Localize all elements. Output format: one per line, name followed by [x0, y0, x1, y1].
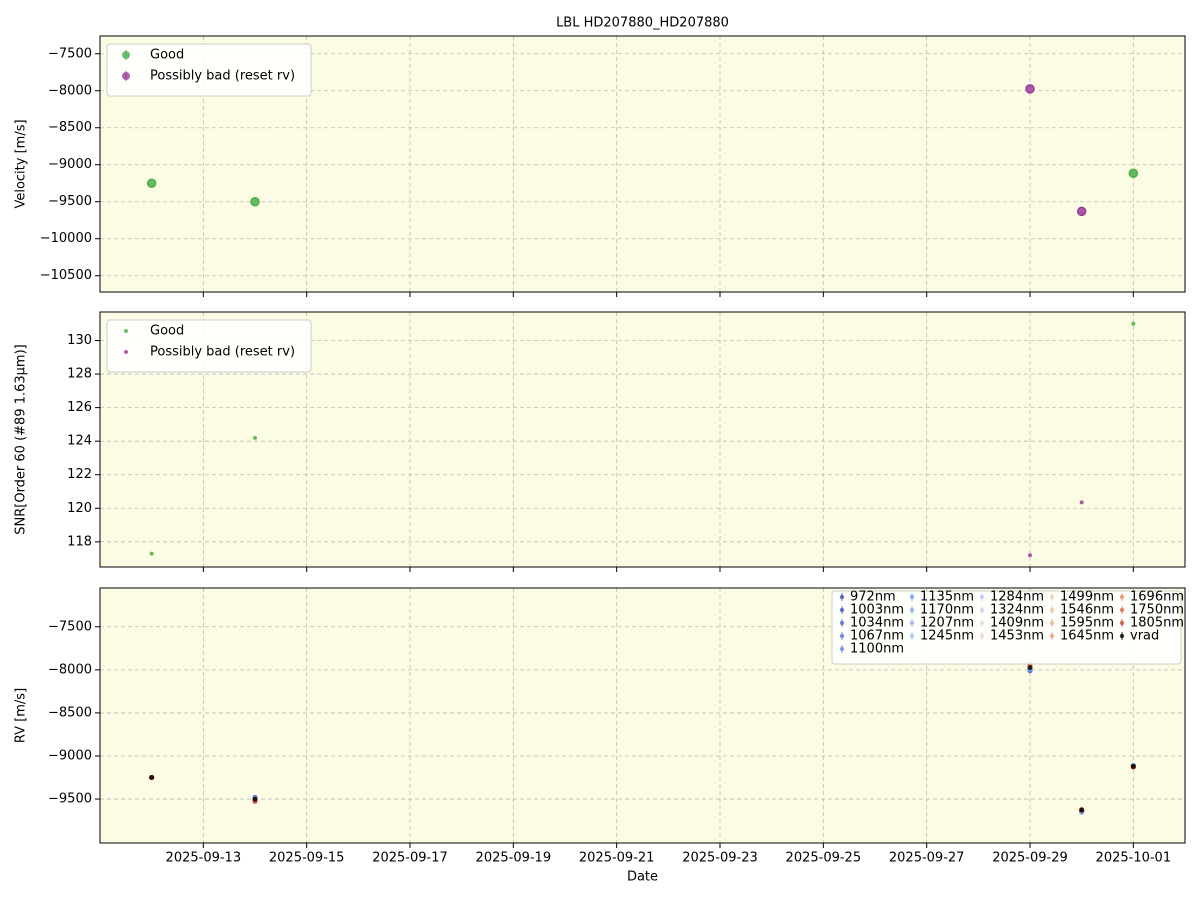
- y-tick-label: 120: [67, 501, 92, 516]
- data-point: [252, 796, 258, 802]
- legend-label: 1595nm: [1060, 616, 1114, 631]
- x-axis-label: Date: [627, 870, 658, 885]
- legend-label: Possibly bad (reset rv): [150, 345, 295, 360]
- data-point: [1131, 321, 1136, 326]
- y-tick-label: −8000: [48, 662, 92, 677]
- legend-label: 1245nm: [920, 629, 974, 644]
- x-tick-label: 2025-09-19: [476, 851, 552, 866]
- legend-label: 1805nm: [1130, 616, 1184, 631]
- x-tick-label: 2025-09-17: [372, 851, 448, 866]
- legend: Good Possibly bad (reset rv): [106, 319, 312, 373]
- data-point: [149, 551, 154, 556]
- legend-label: 1170nm: [920, 603, 974, 618]
- legend-label: 1546nm: [1060, 603, 1114, 618]
- x-tick-label: 2025-09-25: [786, 851, 862, 866]
- data-point: [1128, 168, 1139, 178]
- legend-label: Possibly bad (reset rv): [150, 69, 295, 84]
- data-point: [1079, 500, 1084, 505]
- data-point: [149, 775, 155, 781]
- y-tick-label: 122: [67, 467, 92, 482]
- legend-label: 1645nm: [1060, 629, 1114, 644]
- legend-label: 1409nm: [990, 616, 1044, 631]
- data-point: [1076, 206, 1087, 217]
- legend-label: 1135nm: [920, 590, 974, 605]
- data-point: [1130, 763, 1136, 769]
- x-tick-label: 2025-09-29: [992, 851, 1068, 866]
- legend-label: 1003nm: [850, 603, 904, 618]
- x-tick-label: 2025-09-23: [682, 851, 758, 866]
- plot-frame: [99, 311, 1186, 568]
- data-point: [1025, 84, 1035, 94]
- legend-label: 1100nm: [850, 642, 904, 657]
- x-tick-label: 2025-09-27: [889, 851, 965, 866]
- y-tick-label: −9500: [48, 194, 92, 209]
- y-tick-label: −9000: [48, 748, 92, 763]
- legend-label: vrad: [1130, 629, 1159, 644]
- data-point: [1027, 665, 1033, 671]
- data-point: [1079, 807, 1085, 813]
- y-tick-label: −10500: [40, 268, 92, 283]
- y-tick-label: −8500: [48, 120, 92, 135]
- y-tick-label: 126: [67, 400, 92, 415]
- y-axis-label: SNR[Order 60 (#89 1.63μm)]: [14, 344, 29, 535]
- legend-label: 1067nm: [850, 629, 904, 644]
- x-tick-label: 2025-09-15: [269, 851, 345, 866]
- legend-label: 1034nm: [850, 616, 904, 631]
- y-axis-label: Velocity [m/s]: [14, 119, 29, 208]
- y-tick-label: −8000: [48, 83, 92, 98]
- legend: Good Possibly bad (reset rv): [106, 43, 312, 97]
- panel: 118 120 122 124 126 128 130 SNR[Order 60 (#89 1…: [14, 311, 1186, 572]
- legend-box: [106, 43, 312, 97]
- legend-label: 1284nm: [990, 590, 1044, 605]
- legend-marker: [124, 329, 128, 333]
- legend-label: 972nm: [850, 590, 896, 605]
- data-point: [1028, 553, 1032, 558]
- legend-box: [831, 590, 1182, 665]
- plot-frame: [99, 35, 1186, 293]
- y-tick-label: −10000: [40, 231, 92, 246]
- y-tick-label: 130: [67, 333, 92, 348]
- y-axis-label: RV [m/s]: [14, 688, 29, 743]
- legend-label: 1696nm: [1130, 590, 1184, 605]
- y-tick-label: −9000: [48, 157, 92, 172]
- panel: LBL HD207880_HD207880 −10500 −10000 −9500 −9…: [14, 16, 1186, 297]
- data-point: [250, 196, 260, 207]
- legend-label: 1750nm: [1130, 603, 1184, 618]
- legend-label: 1499nm: [1060, 590, 1114, 605]
- x-tick-label: 2025-10-01: [1096, 851, 1172, 866]
- panel: 2025-09-13 2025-09-15 2025-09-17 2025-09-19…: [14, 587, 1186, 885]
- legend-label: 1324nm: [990, 603, 1044, 618]
- chart-title: LBL HD207880_HD207880: [556, 16, 729, 31]
- y-tick-label: −7500: [48, 619, 92, 634]
- data-point: [253, 435, 257, 440]
- y-tick-label: −8500: [48, 705, 92, 720]
- legend-label: 1453nm: [990, 629, 1044, 644]
- y-tick-label: 118: [67, 534, 92, 549]
- y-tick-label: 124: [67, 434, 92, 449]
- legend-label: 1207nm: [920, 616, 974, 631]
- legend-box: [106, 319, 312, 373]
- x-tick-label: 2025-09-21: [579, 851, 655, 866]
- data-point: [146, 178, 157, 188]
- legend-label: Good: [150, 324, 184, 339]
- x-tick-label: 2025-09-13: [166, 851, 242, 866]
- legend-marker: [124, 350, 128, 354]
- y-tick-label: 128: [67, 367, 92, 382]
- y-tick-label: −9500: [48, 792, 92, 807]
- plot-frame: [99, 587, 1186, 844]
- legend-label: Good: [150, 48, 184, 63]
- y-tick-label: −7500: [48, 46, 92, 61]
